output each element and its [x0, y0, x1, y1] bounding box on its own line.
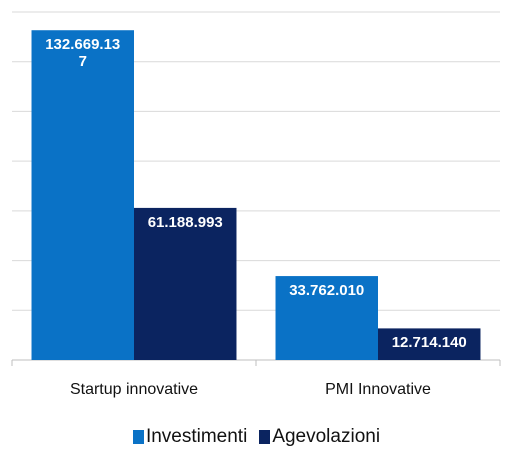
legend-label: Agevolazioni	[272, 426, 381, 447]
legend-swatch	[132, 430, 144, 444]
legend: Investimenti Agevolazioni	[0, 426, 513, 448]
data-label: 132.669.137	[45, 36, 121, 71]
data-label: 12.714.140	[391, 334, 467, 352]
legend-item: Agevolazioni	[259, 426, 380, 448]
legend-item: Investimenti	[132, 426, 248, 448]
bar	[378, 328, 481, 360]
data-label: 33.762.010	[289, 282, 365, 300]
bar	[275, 276, 378, 360]
x-tick-label: Startup innovative	[70, 381, 198, 398]
legend-swatch	[259, 430, 271, 444]
x-tick-label: PMI Innovative	[325, 381, 431, 398]
data-label: 61.188.993	[147, 213, 223, 231]
bar	[31, 30, 134, 360]
legend-label: Investimenti	[145, 426, 248, 447]
bar	[134, 207, 237, 360]
